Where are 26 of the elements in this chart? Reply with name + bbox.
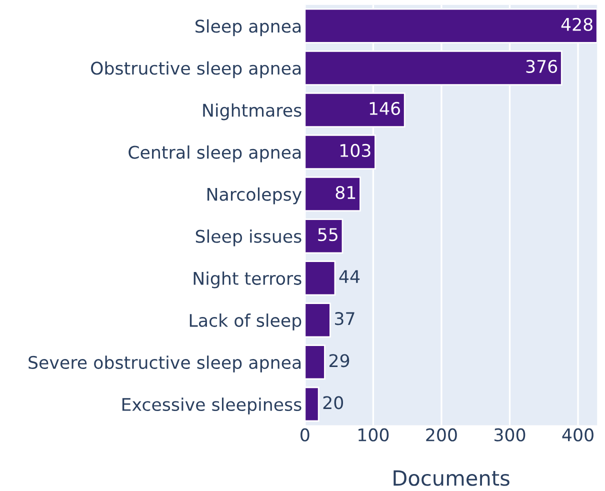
data-label: 428 [561, 18, 592, 31]
data-label: 44 [339, 270, 360, 283]
data-label: 37 [335, 312, 354, 326]
data-label: 103 [340, 144, 370, 158]
y-tick-label: Night terrors [194, 272, 302, 288]
x-tick-label: 200 [426, 428, 457, 442]
y-tick-label: Narcolepsy [207, 187, 302, 204]
data-label: 376 [526, 60, 558, 73]
y-tick-label: Obstructive sleep apnea [91, 61, 301, 78]
y-tick-label: Central sleep apnea [128, 145, 301, 162]
data-label: 29 [330, 354, 350, 368]
x-tick-label: 0 [300, 428, 310, 442]
data-label: 81 [336, 186, 356, 200]
y-tick-label: Lack of sleep [190, 314, 302, 330]
data-label: 55 [318, 228, 338, 242]
data-label: 20 [323, 396, 344, 410]
x-tick-label: 400 [562, 428, 594, 442]
y-tick-label: Sleep issues [196, 229, 302, 246]
y-tick-label: Excessive sleepiness [122, 398, 302, 414]
y-tick-label: Severe obstructive sleep apnea [28, 356, 301, 372]
x-tick-label: 300 [494, 428, 526, 442]
y-tick-label: Sleep apnea [196, 19, 301, 36]
y-tick-label: Nightmares [203, 103, 302, 120]
x-tick-label: 100 [358, 428, 389, 442]
x-axis-title: Documents [394, 470, 510, 486]
data-label: 146 [370, 102, 400, 116]
